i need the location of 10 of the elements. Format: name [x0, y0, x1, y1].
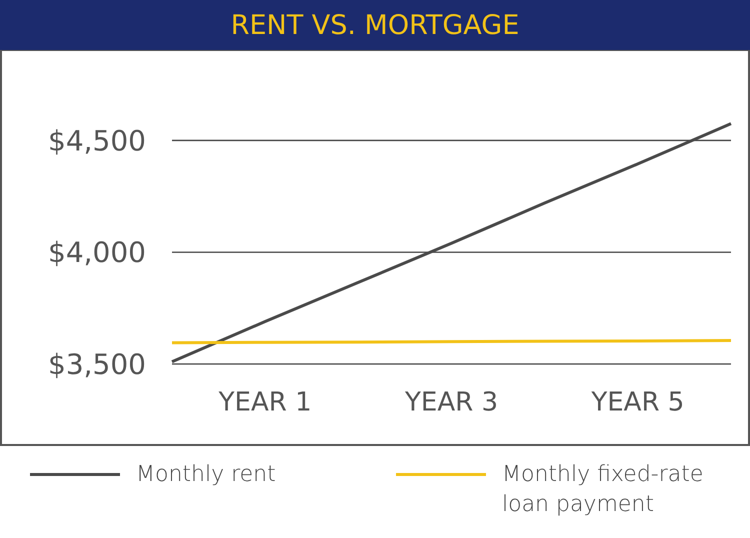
chart-title: RENT VS. MORTGAGE — [0, 0, 750, 50]
x-tick-label: YEAR 1 — [218, 387, 312, 418]
x-tick-label: YEAR 3 — [404, 387, 498, 418]
legend-label: Monthly rent — [136, 461, 277, 489]
y-tick-label: $4,000 — [48, 236, 146, 270]
y-tick-label: $3,500 — [48, 348, 146, 381]
y-tick-label: $4,500 — [48, 124, 146, 158]
legend-label: Monthly fixed-rate loan payment — [502, 461, 704, 519]
line-series — [170, 122, 732, 364]
x-tick-label: YEAR 5 — [590, 387, 684, 418]
